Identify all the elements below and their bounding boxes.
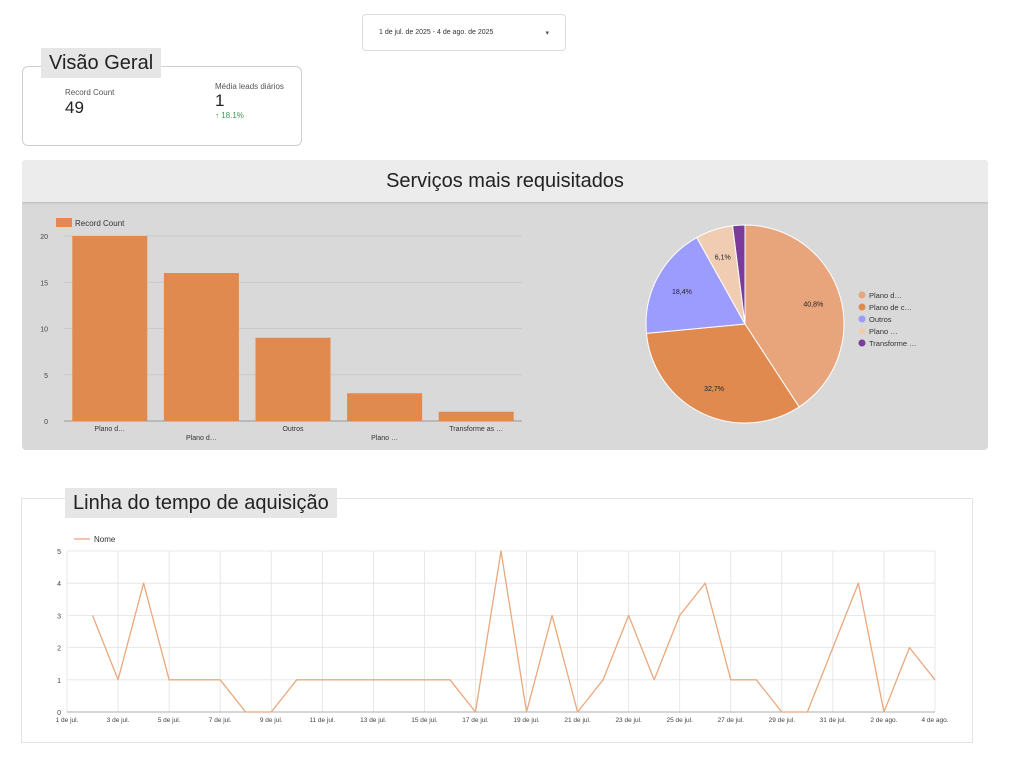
legend-label: Plano d… — [869, 291, 902, 300]
pie-value-label: 6,1% — [715, 254, 731, 261]
chevron-down-icon: ▾ — [545, 29, 549, 37]
pie-slice — [732, 224, 746, 325]
arrow-up-icon: ↑ — [215, 111, 219, 120]
x-tick-label: 13 de jul. — [360, 717, 387, 724]
x-tick-label: 5 de jul. — [158, 717, 181, 724]
x-tick-label: 2 de ago. — [870, 717, 897, 724]
y-tick-label: 0 — [57, 710, 61, 717]
x-tick-label: Outros — [282, 426, 304, 433]
x-tick-label: 15 de jul. — [411, 717, 438, 724]
bar — [255, 337, 331, 421]
y-tick-label: 10 — [40, 327, 48, 334]
pie-value-label: 32,7% — [704, 386, 724, 393]
legend-label: Transforme … — [869, 339, 917, 348]
y-tick-label: 20 — [40, 234, 48, 241]
bar — [347, 393, 423, 421]
x-tick-label: Plano d… — [94, 426, 125, 433]
pie-slice — [645, 236, 746, 334]
timeline-panel: Nome 0 1 2 3 4 5 1 de jul. 3 de jul. 5 de jul. 7 d… — [21, 498, 973, 743]
series-line — [91, 550, 936, 713]
bar — [163, 273, 239, 421]
y-tick-label: 5 — [57, 549, 61, 556]
x-tick-label: 23 de jul. — [615, 717, 642, 724]
x-tick-label: 21 de jul. — [564, 717, 591, 724]
x-tick-label: 25 de jul. — [667, 717, 694, 724]
y-tick-label: 3 — [57, 613, 61, 620]
x-tick-label: 31 de jul. — [820, 717, 847, 724]
daily-leads-label: Média leads diários — [215, 82, 284, 91]
date-range-label: 1 de jul. de 2025 - 4 de ago. de 2025 — [379, 29, 494, 36]
record-count-label: Record Count — [65, 88, 115, 97]
legend-label: Outros — [869, 315, 892, 324]
legend-swatch — [56, 218, 72, 227]
x-tick-label: 17 de jul. — [462, 717, 489, 724]
legend-swatch — [858, 327, 866, 335]
services-pie-chart: 40,8% 32,7% 18,4% 6,1% Plano d… Plano de c… Ou… — [645, 224, 917, 424]
x-tick-label: 3 de jul. — [107, 717, 130, 724]
daily-leads-delta-value: 18.1% — [221, 111, 244, 120]
y-tick-label: 4 — [57, 581, 61, 588]
y-tick-label: 0 — [44, 419, 48, 426]
x-tick-label: 7 de jul. — [209, 717, 232, 724]
bar — [438, 411, 514, 421]
record-count-value: 49 — [65, 98, 84, 117]
legend-label: Record Count — [75, 219, 125, 228]
x-tick-label: Transforme as … — [449, 426, 503, 433]
legend-label: Plano de c… — [869, 303, 912, 312]
daily-leads-value: 1 — [215, 91, 225, 110]
x-tick-label: 19 de jul. — [513, 717, 540, 724]
legend-label: Plano … — [869, 327, 898, 336]
services-bar-chart: Record Count 0 5 10 15 20 Plano d… Plano d… Outr… — [40, 218, 522, 442]
legend-swatch — [858, 339, 866, 347]
services-panel: Serviços mais requisitados Record Count 0… — [22, 160, 988, 450]
x-tick-label: 27 de jul. — [718, 717, 745, 724]
y-tick-label: 2 — [57, 646, 61, 653]
y-tick-label: 1 — [57, 678, 61, 685]
x-tick-label: 9 de jul. — [260, 717, 283, 724]
x-tick-label: 11 de jul. — [309, 717, 335, 724]
x-tick-label: 4 de ago. — [921, 717, 948, 724]
x-tick-label: Plano d… — [186, 435, 217, 442]
timeline-line-chart: Nome 0 1 2 3 4 5 1 de jul. 3 de jul. 5 de jul. 7 d… — [56, 535, 949, 724]
pie-slice — [645, 323, 800, 424]
services-title: Serviços mais requisitados — [22, 160, 988, 202]
daily-leads-delta: ↑ 18.1% — [215, 111, 244, 120]
legend-swatch — [858, 303, 866, 311]
timeline-title: Linha do tempo de aquisição — [65, 488, 337, 518]
bar — [72, 236, 148, 421]
legend-label: Nome — [94, 535, 116, 544]
pie-value-label: 40,8% — [803, 302, 823, 309]
legend-swatch — [858, 315, 866, 323]
x-tick-label: 29 de jul. — [769, 717, 796, 724]
pie-value-label: 18,4% — [672, 289, 692, 296]
date-range-picker[interactable]: 1 de jul. de 2025 - 4 de ago. de 2025 ▾ — [362, 14, 566, 51]
overview-title: Visão Geral — [41, 48, 162, 78]
y-tick-label: 5 — [44, 373, 48, 380]
x-tick-label: 1 de jul. — [56, 717, 79, 724]
overview-scorecard: Record Count 49 Média leads diários 1 ↑ … — [22, 66, 302, 146]
y-tick-label: 15 — [40, 280, 48, 287]
legend-swatch — [858, 291, 866, 299]
x-tick-label: Plano … — [371, 435, 398, 442]
